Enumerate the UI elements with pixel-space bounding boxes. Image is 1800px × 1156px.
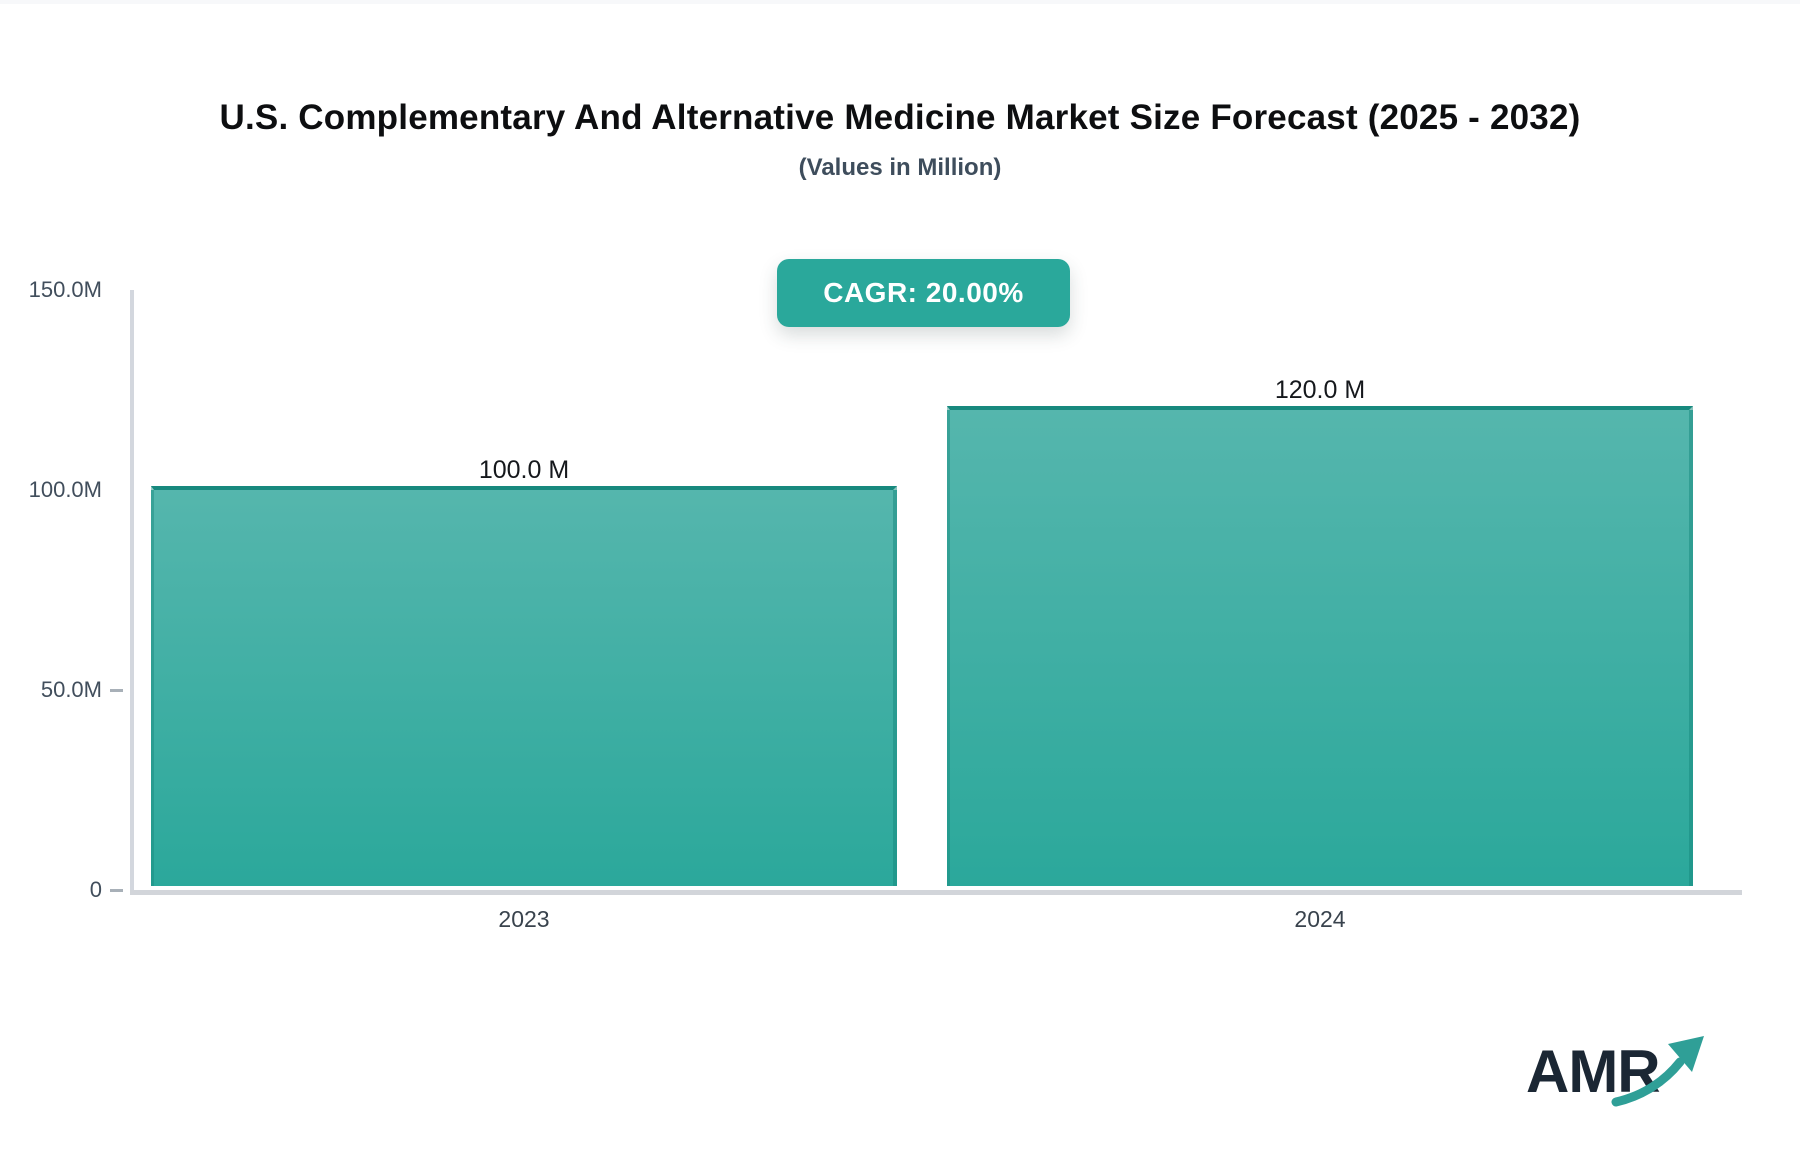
x-tick-label-2023: 2023	[498, 906, 550, 932]
y-axis-line	[130, 290, 134, 892]
amr-logo: AMR	[1526, 1036, 1704, 1107]
bar-2024	[947, 406, 1693, 886]
x-tick-label-2024: 2024	[1294, 906, 1346, 932]
chart-subtitle: (Values in Million)	[798, 154, 1002, 181]
growth-arrow-icon	[1611, 1036, 1704, 1107]
y-tick-dash-50.0M	[110, 689, 123, 692]
cagr-badge: CAGR: 20.00%	[777, 259, 1070, 327]
bar-value-label-2024: 120.0 M	[1274, 376, 1366, 404]
bar-value-label-2023: 100.0 M	[478, 456, 570, 484]
cagr-badge-label: CAGR: 20.00%	[823, 277, 1024, 308]
y-tick-label-150.0M: 150.0M	[28, 277, 102, 302]
bar-2023	[151, 486, 897, 886]
chart-title: U.S. Complementary And Alternative Medic…	[219, 98, 1581, 137]
y-tick-label-50.0M: 50.0M	[40, 677, 102, 702]
y-tick-dash-0	[110, 889, 123, 892]
x-axis-baseline	[130, 890, 1742, 895]
y-tick-label-100.0M: 100.0M	[28, 477, 102, 502]
y-tick-label-0: 0	[89, 877, 102, 902]
